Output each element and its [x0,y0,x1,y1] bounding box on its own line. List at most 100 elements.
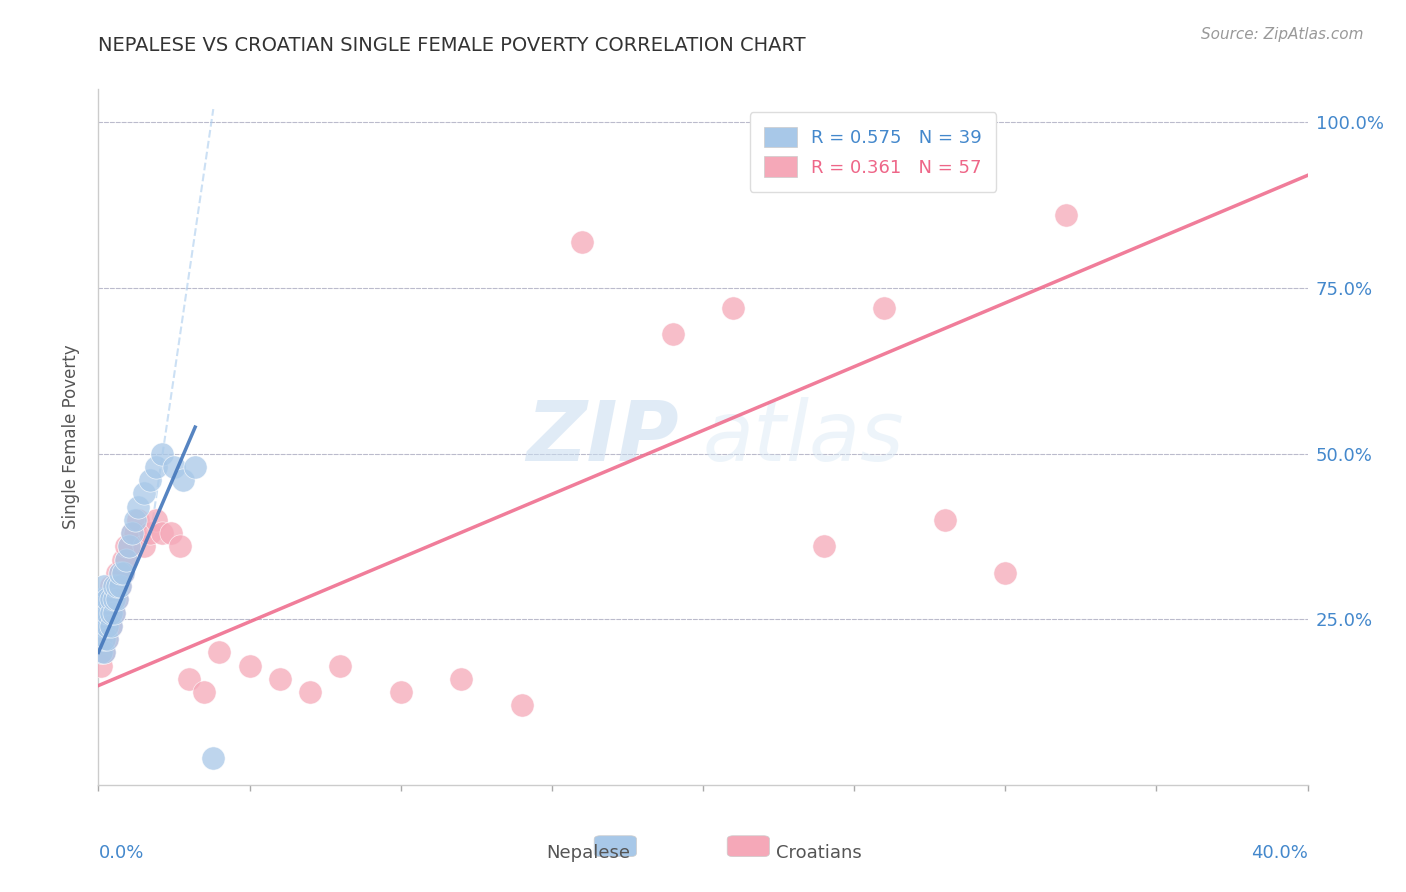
Point [90,619,112,633]
Point [100,592,122,607]
Point [96,619,118,633]
Point [179,672,201,686]
Point [202,751,225,765]
Point [145,459,167,474]
Point [96,592,118,607]
Point [96,632,118,647]
FancyBboxPatch shape [595,836,637,856]
Point [93,619,115,633]
Text: 0.0%: 0.0% [98,844,143,862]
Point [90,592,112,607]
Point [103,579,125,593]
Point [100,606,122,620]
Point [239,658,262,673]
Point [93,592,115,607]
Point [184,459,207,474]
Point [96,606,118,620]
Point [389,685,412,699]
Point [105,579,128,593]
Point [723,301,745,315]
Point [114,540,136,554]
Point [111,566,134,580]
Point [873,301,896,315]
Point [118,540,141,554]
Point [105,592,128,607]
Point [994,566,1017,580]
Y-axis label: Single Female Poverty: Single Female Poverty [62,345,80,529]
Point [450,672,472,686]
Point [139,526,162,541]
Point [103,579,125,593]
Point [103,606,125,620]
Point [100,592,122,607]
Point [100,579,122,593]
Point [114,552,136,566]
Point [299,685,322,699]
Point [124,513,146,527]
Point [103,592,125,607]
Point [90,658,112,673]
FancyBboxPatch shape [727,836,769,856]
Point [90,632,112,647]
Point [208,645,231,659]
Point [90,632,112,647]
Point [139,473,162,487]
Point [661,327,683,342]
Point [111,566,134,580]
Point [150,526,173,541]
Point [121,526,143,541]
Point [114,552,136,566]
Point [105,592,128,607]
Point [100,619,122,633]
Point [172,473,194,487]
Text: 40.0%: 40.0% [1251,844,1308,862]
Point [111,552,134,566]
Point [90,619,112,633]
Point [93,606,115,620]
Point [934,513,956,527]
Point [93,632,115,647]
Point [96,632,118,647]
Point [132,540,155,554]
Text: Croatians: Croatians [776,844,862,862]
Point [163,459,186,474]
Text: NEPALESE VS CROATIAN SINGLE FEMALE POVERTY CORRELATION CHART: NEPALESE VS CROATIAN SINGLE FEMALE POVER… [98,36,806,54]
Point [93,592,115,607]
Point [124,526,146,541]
Point [150,447,173,461]
Point [96,606,118,620]
Point [108,579,131,593]
Point [105,566,128,580]
Point [571,235,593,249]
Text: atlas: atlas [703,397,904,477]
Point [103,606,125,620]
Point [93,632,115,647]
Point [93,579,115,593]
Point [93,606,115,620]
Point [813,540,835,554]
Point [103,592,125,607]
Point [329,658,352,673]
Point [132,486,155,500]
Point [121,526,143,541]
Point [100,606,122,620]
Point [160,526,183,541]
Point [127,513,149,527]
Point [118,540,141,554]
Point [108,566,131,580]
Point [100,619,122,633]
Point [193,685,215,699]
Point [93,645,115,659]
Text: Source: ZipAtlas.com: Source: ZipAtlas.com [1201,27,1364,42]
Point [145,513,167,527]
Point [1054,208,1077,222]
Point [105,579,128,593]
Point [90,645,112,659]
Point [96,592,118,607]
Point [108,566,131,580]
Point [127,500,149,514]
Text: Nepalese: Nepalese [547,844,630,862]
Point [93,619,115,633]
Point [108,579,131,593]
Point [510,698,533,713]
